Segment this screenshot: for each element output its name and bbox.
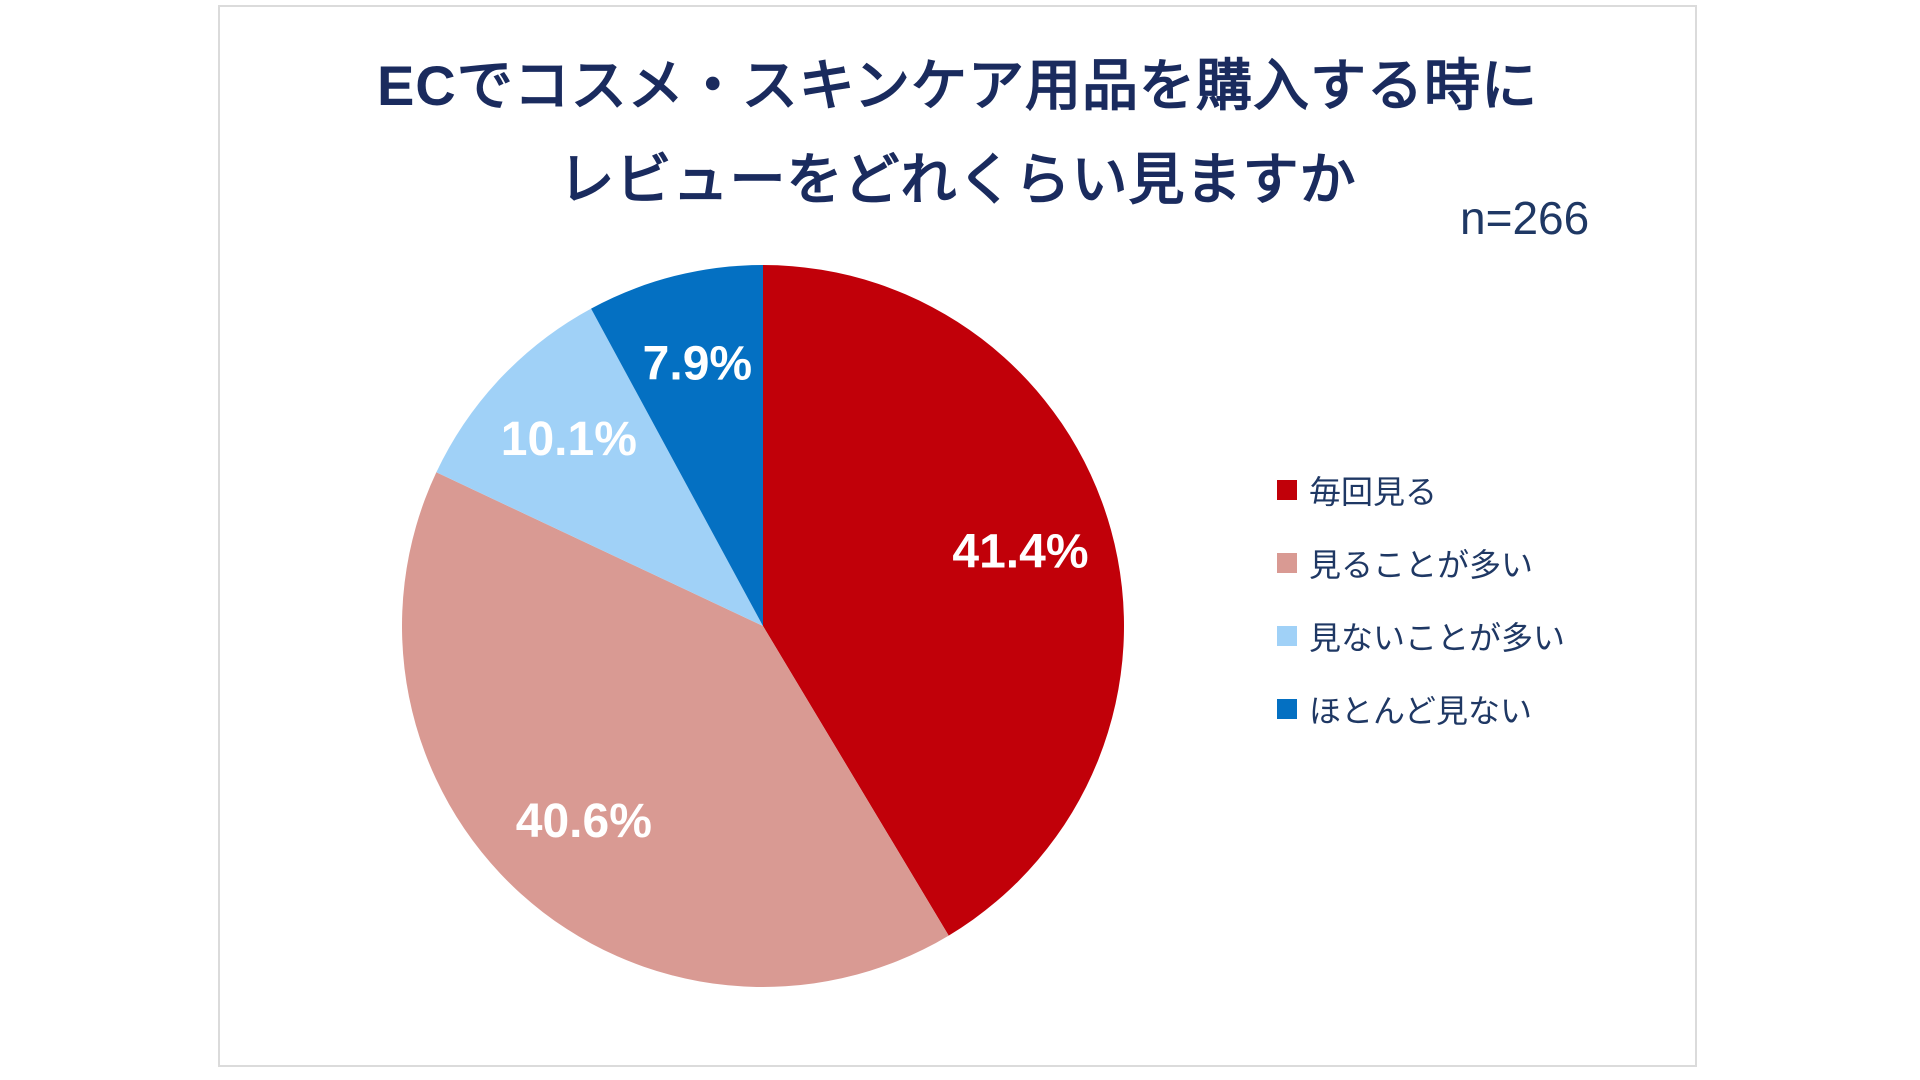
pie-slice-2 (436, 308, 763, 626)
legend-label-3: ほとんど見ない (1309, 693, 1533, 729)
legend-item-2: 見ないことが多い (1277, 619, 1565, 656)
legend-swatch-3 (1277, 699, 1297, 719)
legend-item-1: 見ることが多い (1277, 546, 1565, 583)
pie-slice-label-3: 7.9% (643, 338, 752, 391)
legend-item-0: 毎回見る (1277, 473, 1565, 510)
legend-swatch-0 (1277, 480, 1297, 500)
legend-label-0: 毎回見る (1309, 474, 1438, 510)
pie-chart: 41.4% 40.6% 10.1%7.9% (401, 265, 1124, 988)
pie-slice-1 (401, 472, 949, 988)
pie-slice-3 (591, 265, 763, 626)
chart-title: ECでコスメ・スキンケア用品を購入する時に レビューをどれくらい見ますか (220, 39, 1695, 227)
legend: 毎回見る見ることが多い 見ないことが多い ほとんど見ない (1277, 473, 1565, 765)
sample-size-label: n=266 (1460, 192, 1590, 244)
pie-slice-label-1: 40.6% (516, 795, 652, 848)
chart-title-line-2: レビューをどれくらい見ますか (558, 148, 1357, 211)
pie-slice-0 (763, 265, 1124, 936)
legend-swatch-2 (1277, 626, 1297, 646)
legend-item-3: ほとんど見ない (1277, 692, 1565, 729)
chart-panel: ECでコスメ・スキンケア用品を購入する時に レビューをどれくらい見ますか n=2… (218, 5, 1697, 1067)
legend-label-2: 見ないことが多い (1309, 620, 1566, 656)
legend-label-1: 見ることが多い (1309, 547, 1534, 583)
pie-slice-label-2: 10.1% (501, 413, 637, 466)
chart-title-line-1: ECでコスメ・スキンケア用品を購入する時に (376, 54, 1539, 117)
pie-slice-label-0: 41.4% (952, 525, 1088, 578)
legend-swatch-1 (1277, 553, 1297, 573)
